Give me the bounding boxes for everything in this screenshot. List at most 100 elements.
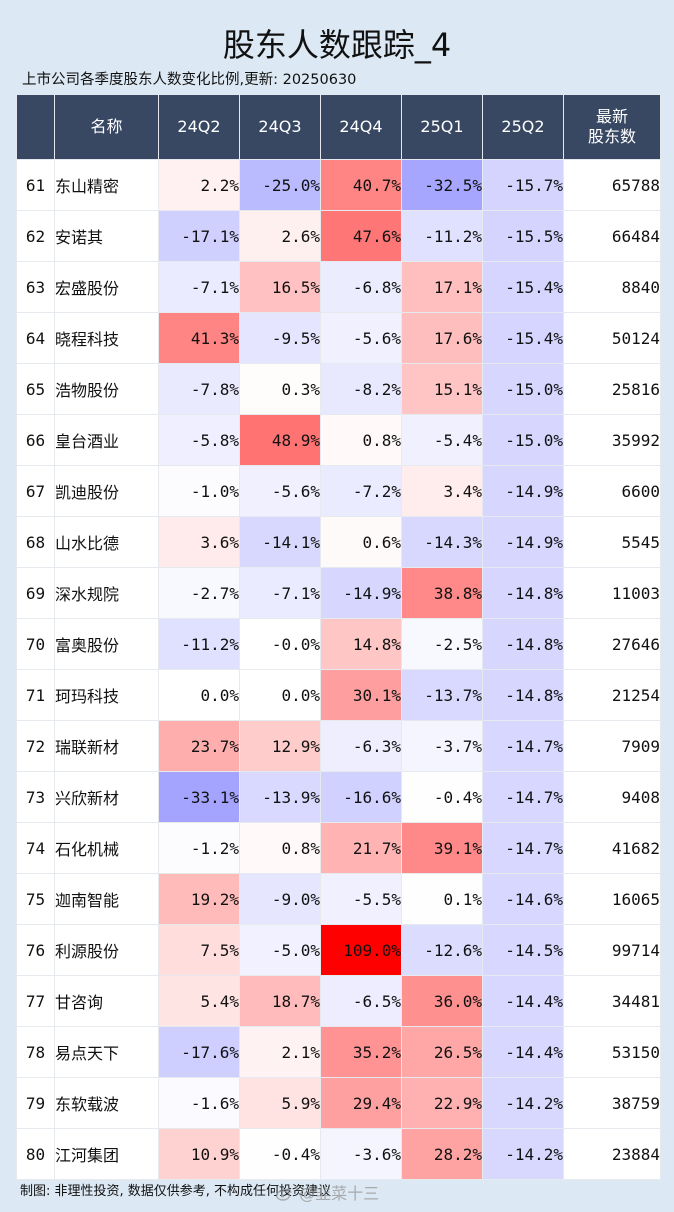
latest-holders: 65788 — [563, 159, 661, 211]
table-row: 68 山水比德 3.6% -14.1% 0.6% -14.3% -14.9% 5545 — [16, 516, 661, 568]
change-24q3: -0.0% — [239, 618, 321, 670]
change-25q2: -15.0% — [482, 414, 564, 466]
change-25q1: 17.6% — [401, 312, 483, 364]
change-24q4: -3.6% — [320, 1128, 402, 1180]
change-25q2: -14.5% — [482, 924, 564, 976]
column-header-25q1[interactable]: 25Q1 — [401, 94, 483, 160]
stock-name: 山水比德 — [54, 516, 159, 568]
change-24q3: -0.4% — [239, 1128, 321, 1180]
change-24q2: 10.9% — [158, 1128, 240, 1180]
change-25q2: -15.0% — [482, 363, 564, 415]
watermark: @韭菜十三 — [276, 1183, 379, 1205]
latest-holders: 50124 — [563, 312, 661, 364]
watermark-text: @韭菜十三 — [299, 1184, 380, 1203]
stock-name: 安诺其 — [54, 210, 159, 262]
stock-name: 凯迪股份 — [54, 465, 159, 517]
column-header-24q2[interactable]: 24Q2 — [158, 94, 240, 160]
change-24q4: -5.5% — [320, 873, 402, 925]
latest-holders: 27646 — [563, 618, 661, 670]
stock-name: 珂玛科技 — [54, 669, 159, 721]
change-24q3: 0.0% — [239, 669, 321, 721]
column-header-25q2[interactable]: 25Q2 — [482, 94, 564, 160]
change-24q3: 18.7% — [239, 975, 321, 1027]
latest-holders: 9408 — [563, 771, 661, 823]
change-24q3: 0.8% — [239, 822, 321, 874]
latest-holders: 5545 — [563, 516, 661, 568]
change-24q2: -17.6% — [158, 1026, 240, 1078]
change-24q4: -7.2% — [320, 465, 402, 517]
column-header-24q4[interactable]: 24Q4 — [320, 94, 402, 160]
change-24q2: 19.2% — [158, 873, 240, 925]
row-index: 63 — [16, 261, 55, 313]
change-24q2: -5.8% — [158, 414, 240, 466]
row-index: 76 — [16, 924, 55, 976]
table-row: 61 东山精密 2.2% -25.0% 40.7% -32.5% -15.7% 65788 — [16, 159, 661, 211]
row-index: 77 — [16, 975, 55, 1027]
change-24q3: 0.3% — [239, 363, 321, 415]
change-24q3: -9.0% — [239, 873, 321, 925]
change-24q2: -33.1% — [158, 771, 240, 823]
table-row: 69 深水规院 -2.7% -7.1% -14.9% 38.8% -14.8% 11003 — [16, 567, 661, 619]
column-header-24q3[interactable]: 24Q3 — [239, 94, 321, 160]
row-index: 66 — [16, 414, 55, 466]
table-row: 66 皇台酒业 -5.8% 48.9% 0.8% -5.4% -15.0% 35992 — [16, 414, 661, 466]
change-25q1: 26.5% — [401, 1026, 483, 1078]
change-24q2: -2.7% — [158, 567, 240, 619]
stock-name: 深水规院 — [54, 567, 159, 619]
stock-name: 兴欣新材 — [54, 771, 159, 823]
change-24q3: 5.9% — [239, 1077, 321, 1129]
stock-name: 浩物股份 — [54, 363, 159, 415]
change-24q2: 3.6% — [158, 516, 240, 568]
change-25q1: -12.6% — [401, 924, 483, 976]
latest-holders: 34481 — [563, 975, 661, 1027]
column-header-name[interactable]: 名称 — [54, 94, 159, 160]
table-row: 64 晓程科技 41.3% -9.5% -5.6% 17.6% -15.4% 50124 — [16, 312, 661, 364]
change-24q2: -11.2% — [158, 618, 240, 670]
latest-holders: 6600 — [563, 465, 661, 517]
change-25q2: -15.7% — [482, 159, 564, 211]
latest-holders: 7909 — [563, 720, 661, 772]
change-24q4: -5.6% — [320, 312, 402, 364]
change-25q1: 28.2% — [401, 1128, 483, 1180]
change-24q2: -1.2% — [158, 822, 240, 874]
latest-holders: 41682 — [563, 822, 661, 874]
stock-name: 晓程科技 — [54, 312, 159, 364]
change-24q4: -14.9% — [320, 567, 402, 619]
change-25q2: -14.9% — [482, 516, 564, 568]
change-24q4: 47.6% — [320, 210, 402, 262]
change-25q1: 15.1% — [401, 363, 483, 415]
stock-name: 富奥股份 — [54, 618, 159, 670]
row-index: 62 — [16, 210, 55, 262]
change-25q1: 22.9% — [401, 1077, 483, 1129]
row-index: 75 — [16, 873, 55, 925]
change-24q2: 0.0% — [158, 669, 240, 721]
change-25q2: -14.6% — [482, 873, 564, 925]
table-row: 76 利源股份 7.5% -5.0% 109.0% -12.6% -14.5% 99714 — [16, 924, 661, 976]
latest-holders: 16065 — [563, 873, 661, 925]
change-24q2: -7.8% — [158, 363, 240, 415]
change-24q3: -14.1% — [239, 516, 321, 568]
change-24q4: 0.8% — [320, 414, 402, 466]
change-25q2: -14.7% — [482, 720, 564, 772]
latest-holders: 38759 — [563, 1077, 661, 1129]
change-24q3: 16.5% — [239, 261, 321, 313]
stock-name: 石化机械 — [54, 822, 159, 874]
row-index: 70 — [16, 618, 55, 670]
change-24q4: 14.8% — [320, 618, 402, 670]
stock-name: 江河集团 — [54, 1128, 159, 1180]
table-row: 67 凯迪股份 -1.0% -5.6% -7.2% 3.4% -14.9% 6600 — [16, 465, 661, 517]
table-row: 62 安诺其 -17.1% 2.6% 47.6% -11.2% -15.5% 66484 — [16, 210, 661, 262]
change-24q3: -13.9% — [239, 771, 321, 823]
shareholder-table: 名称 24Q2 24Q3 24Q4 25Q1 25Q2 最新 股东数 61 东山精… — [16, 94, 661, 1180]
change-25q1: -0.4% — [401, 771, 483, 823]
change-24q2: 7.5% — [158, 924, 240, 976]
latest-holders: 25816 — [563, 363, 661, 415]
latest-holders: 35992 — [563, 414, 661, 466]
latest-holders: 23884 — [563, 1128, 661, 1180]
table-row: 78 易点天下 -17.6% 2.1% 35.2% 26.5% -14.4% 53150 — [16, 1026, 661, 1078]
change-25q2: -14.4% — [482, 975, 564, 1027]
change-24q4: 29.4% — [320, 1077, 402, 1129]
change-24q3: -25.0% — [239, 159, 321, 211]
column-header-latest-holders[interactable]: 最新 股东数 — [563, 94, 661, 160]
change-25q1: -3.7% — [401, 720, 483, 772]
